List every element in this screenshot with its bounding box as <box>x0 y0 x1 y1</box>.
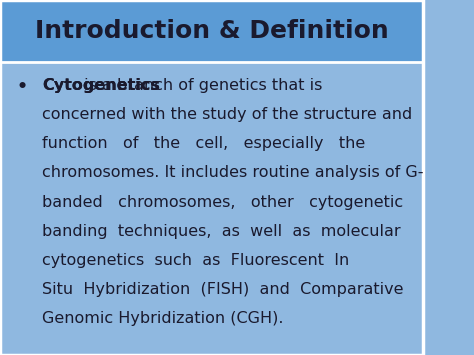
Text: banding  techniques,  as  well  as  molecular: banding techniques, as well as molecular <box>42 224 401 239</box>
Text: Cytogenetics: Cytogenetics <box>42 78 160 93</box>
Text: concerned with the study of the structure and: concerned with the study of the structur… <box>42 107 412 122</box>
Text: Cytogenetics: Cytogenetics <box>42 78 160 93</box>
Text: Genomic Hybridization (CGH).: Genomic Hybridization (CGH). <box>42 311 284 326</box>
Text: chromosomes. It includes routine analysis of G-: chromosomes. It includes routine analysi… <box>42 165 424 180</box>
Text: •: • <box>17 78 28 96</box>
Text: cytogenetics  such  as  Fluorescent  In: cytogenetics such as Fluorescent In <box>42 253 349 268</box>
Text: banded   chromosomes,   other   cytogenetic: banded chromosomes, other cytogenetic <box>42 195 403 209</box>
Text: Situ  Hybridization  (FISH)  and  Comparative: Situ Hybridization (FISH) and Comparativ… <box>42 282 404 297</box>
FancyBboxPatch shape <box>0 0 423 62</box>
Text: function   of   the   cell,   especially   the: function of the cell, especially the <box>42 136 365 151</box>
Text: is a branch of genetics that is: is a branch of genetics that is <box>79 78 323 93</box>
Text: Introduction & Definition: Introduction & Definition <box>35 19 388 43</box>
